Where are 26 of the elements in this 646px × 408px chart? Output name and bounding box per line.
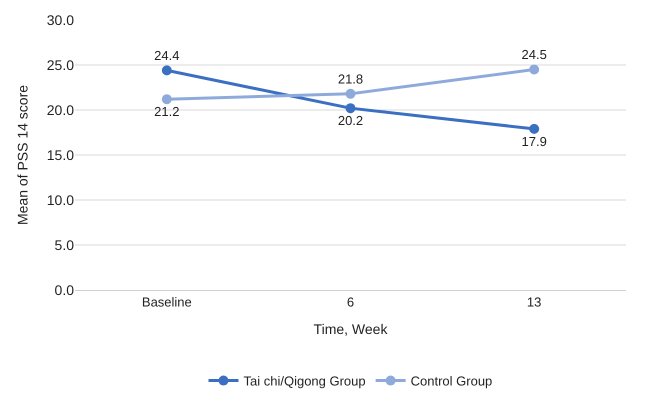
y-tick-label: 5.0 [54,236,74,253]
x-tick-label: 6 [346,294,354,310]
point [346,103,356,114]
data-label: 21.8 [338,71,364,86]
data-label: 24.4 [154,48,180,63]
point [529,124,540,134]
y-axis-title: Mean of PSS 14 score [14,84,30,226]
data-label: 21.2 [154,104,180,120]
y-tick-label: 10.0 [46,192,74,208]
x-axis-title: Time, Week [314,320,388,337]
data-label: 17.9 [522,134,547,149]
y-tick-label: 0.0 [54,282,74,298]
y-tick-label: 20.0 [46,102,74,118]
x-tick-label: Baseline [142,294,192,310]
data-label: 20.2 [338,113,364,128]
y-tick-label: 25.0 [46,56,74,73]
x-tick-label: 13 [526,294,542,310]
data-label: 24.5 [522,47,547,62]
point [162,65,172,76]
legend-label: Tai chi/Qigong Group [244,374,366,389]
point [529,64,540,74]
legend-label: Control Group [410,374,492,389]
point [346,88,356,99]
y-tick-label: 30.0 [46,12,74,28]
y-tick-label: 15.0 [46,146,74,163]
point [162,94,172,104]
